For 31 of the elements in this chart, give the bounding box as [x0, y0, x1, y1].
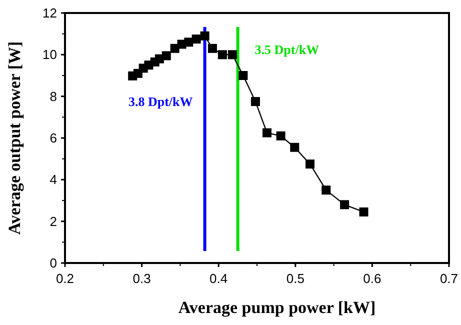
point — [322, 186, 331, 195]
x-tick-label: 0.3 — [132, 271, 151, 286]
point — [250, 97, 260, 106]
x-tick-label: 0.2 — [56, 271, 74, 286]
point — [208, 44, 217, 53]
point — [228, 50, 237, 60]
point — [262, 128, 272, 138]
point — [305, 160, 314, 169]
ref-line-label: 3.8 Dpt/kW — [128, 94, 193, 109]
point — [218, 50, 227, 60]
point — [290, 142, 300, 152]
point — [200, 31, 210, 40]
point — [359, 207, 368, 216]
y-tick-label: 12 — [42, 6, 57, 21]
ref-line-label: 3.5 Dpt/kW — [254, 42, 320, 57]
y-tick-label: 4 — [50, 172, 57, 188]
y-axis-title: Average output power [W] — [5, 41, 24, 235]
x-tick-label: 0.7 — [440, 271, 458, 286]
x-tick-label: 0.6 — [363, 271, 382, 286]
point — [162, 51, 171, 60]
y-tick-label: 0 — [50, 256, 57, 271]
point — [238, 71, 248, 80]
y-tick-label: 10 — [42, 47, 57, 62]
point — [276, 131, 286, 140]
x-axis-title: Average pump power [kW] — [178, 298, 376, 317]
y-tick-label: 2 — [50, 214, 57, 229]
x-tick-label: 0.4 — [210, 271, 228, 286]
y-tick-label: 8 — [50, 88, 57, 104]
y-tick-label: 6 — [50, 130, 57, 146]
x-tick-label: 0.5 — [286, 271, 304, 286]
point — [340, 200, 350, 210]
